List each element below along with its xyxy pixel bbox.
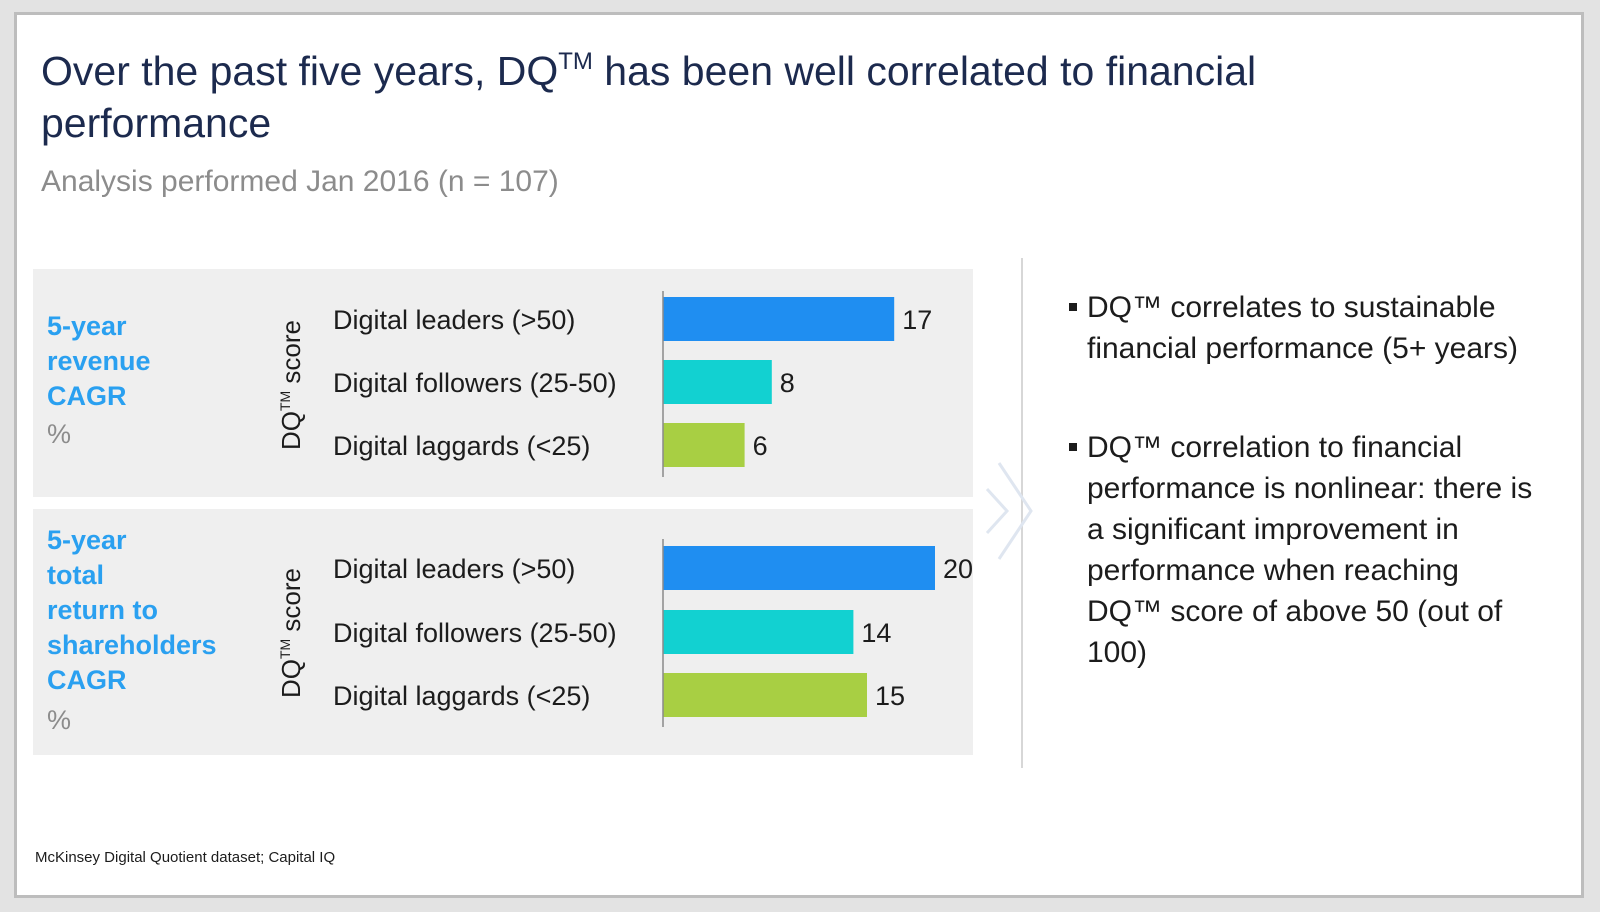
source-note: McKinsey Digital Quotient dataset; Capit… [35, 849, 336, 866]
double-chevron-icon [985, 462, 1033, 560]
tsr-panel: 5-year total return to shareholders CAGR… [33, 509, 973, 755]
bullet-text: DQ™ correlates to sustainable financial … [1087, 291, 1519, 365]
tsr-bar-chart: Digital leaders (>50) 20 Digital followers… [333, 539, 973, 727]
bullet-square-icon [1069, 303, 1077, 311]
slide-title: Over the past five years, DQTM has been … [41, 45, 1261, 149]
bar [663, 360, 772, 404]
category-label: Digital followers (25-50) [333, 618, 617, 648]
revenue-bar-chart: Digital leaders (>50) 17 Digital followers… [333, 291, 932, 477]
revenue-metric-label: 5-year revenue CAGR [47, 309, 247, 414]
metric-line: return to [47, 595, 158, 625]
category-label: Digital followers (25-50) [333, 368, 617, 398]
slide-subtitle: Analysis performed Jan 2016 (n = 107) [41, 165, 559, 198]
title-trademark: TM [558, 48, 593, 75]
revenue-unit: % [47, 419, 72, 449]
bullet-item: DQ™ correlates to sustainable financial … [1069, 287, 1539, 369]
tsr-metric-label: 5-year total return to shareholders CAGR [47, 523, 247, 698]
data-label: 15 [875, 681, 905, 711]
slide: Over the past five years, DQTM has been … [14, 12, 1584, 898]
revenue-panel: 5-year revenue CAGR % DQTM score Digital… [33, 269, 973, 497]
metric-line: total [47, 560, 104, 590]
metric-line: CAGR [47, 665, 127, 695]
title-suffix: has been well correlated to financial pe… [41, 48, 1257, 146]
metric-line: revenue [47, 346, 151, 376]
bar [663, 297, 895, 341]
metric-line: shareholders [47, 630, 217, 660]
data-label: 6 [753, 431, 768, 461]
bar [663, 546, 935, 590]
data-label: 14 [861, 618, 891, 648]
title-prefix: Over the past five years, DQ [41, 48, 559, 94]
metric-line: 5-year [47, 525, 127, 555]
bullet-item: DQ™ correlation to financial performance… [1069, 427, 1539, 673]
bullet-text: DQ™ correlation to financial performance… [1087, 431, 1533, 669]
metric-line: CAGR [47, 381, 127, 411]
category-label: Digital laggards (<25) [333, 431, 590, 461]
tsr-unit: % [47, 705, 72, 735]
data-label: 8 [780, 368, 795, 398]
data-label: 20 [943, 554, 973, 584]
key-takeaways-list: DQ™ correlates to sustainable financial … [1069, 287, 1539, 673]
category-label: Digital leaders (>50) [333, 305, 575, 335]
category-label: Digital laggards (<25) [333, 681, 590, 711]
vertical-divider [1021, 258, 1023, 768]
bar [663, 673, 867, 717]
metric-line: 5-year [47, 311, 127, 341]
bullet-square-icon [1069, 443, 1077, 451]
bar [663, 610, 854, 654]
data-label: 17 [902, 305, 932, 335]
bar [663, 423, 745, 467]
category-label: Digital leaders (>50) [333, 554, 575, 584]
